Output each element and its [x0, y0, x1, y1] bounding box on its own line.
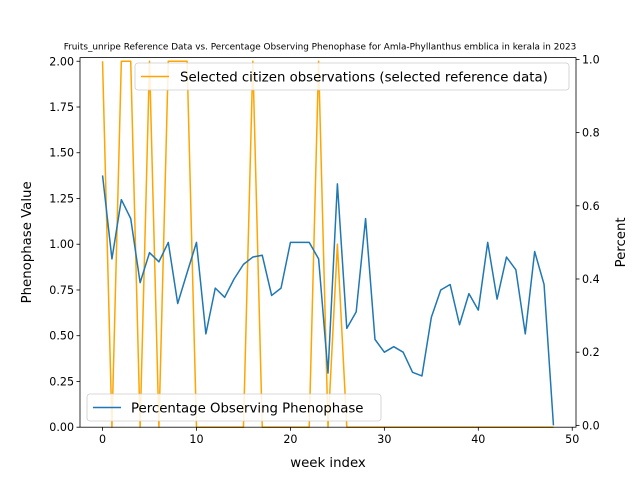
x-tick-label: 50: [565, 433, 579, 446]
legend-bottom: Percentage Observing Phenophase: [86, 393, 382, 422]
legend-bottom-box: [86, 393, 382, 422]
y-left-tick-label: 1.75: [49, 101, 74, 114]
x-tick-label: 10: [189, 433, 203, 446]
chart-title: Fruits_unripe Reference Data vs. Percent…: [64, 43, 577, 53]
y-left-tick-label: 1.50: [49, 147, 74, 160]
legend-top-box: [134, 62, 570, 91]
y-left-tick-label: 1.25: [49, 192, 74, 205]
x-tick-label: 20: [283, 433, 297, 446]
y-left-tick-label: 2.00: [49, 55, 74, 68]
x-tick-label: 40: [471, 433, 485, 446]
y-right-tick-label: 0.8: [582, 127, 600, 140]
y-left-tick-label: 0.25: [49, 375, 74, 388]
y-right-tick-label: 1.0: [582, 53, 600, 66]
y-axis-left-label: Phenophase Value: [20, 181, 35, 303]
y-right-tick-label: 0.0: [582, 419, 600, 432]
plot-frame: [79, 57, 577, 428]
y-right-tick-label: 0.6: [582, 200, 600, 213]
legend-top-label: Selected citizen observations (selected …: [180, 71, 548, 86]
x-tick-label: 0: [99, 433, 106, 446]
y-right-tick-label: 0.4: [582, 273, 600, 286]
y-axis-right-label: Percent: [614, 217, 629, 267]
x-axis-label: week index: [290, 456, 366, 471]
y-left-tick-label: 0.00: [49, 421, 74, 434]
y-left-tick-label: 0.75: [49, 284, 74, 297]
legend-bottom-label: Percentage Observing Phenophase: [131, 402, 363, 417]
legend-top: Selected citizen observations (selected …: [134, 62, 570, 91]
y-left-tick-label: 1.00: [49, 238, 74, 251]
series-line-1: [101, 175, 555, 426]
y-left-tick-label: 0.50: [49, 330, 74, 343]
x-tick-label: 30: [377, 433, 391, 446]
y-right-tick-label: 0.2: [582, 346, 600, 359]
